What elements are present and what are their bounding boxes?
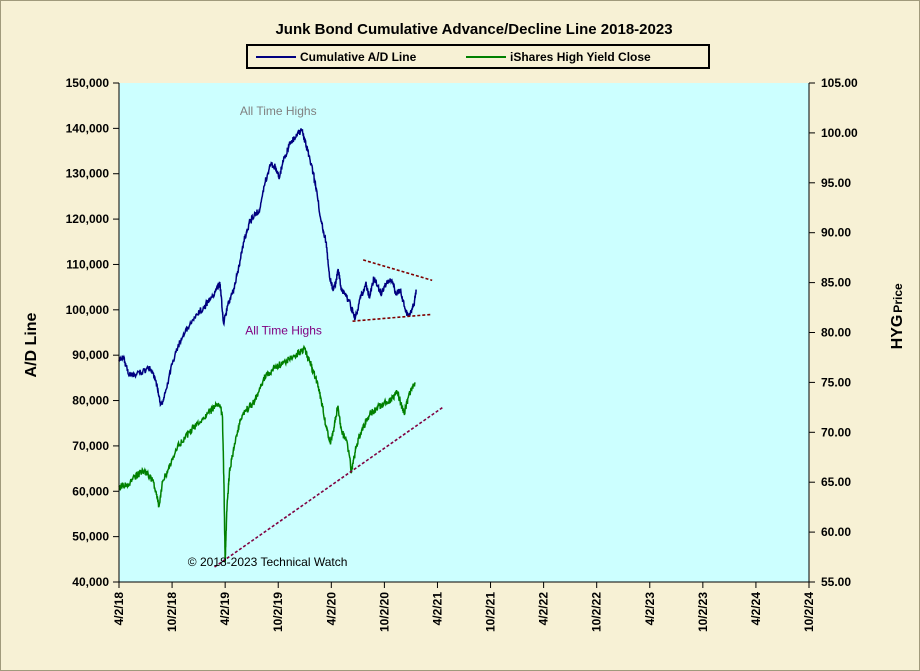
x-axis-ticks: 4/2/18 10/2/18 4/2/19 10/2/19 4/2/20 10/2/20 4… [112,582,816,632]
hyg-support-trend [214,406,444,568]
right-axis-title-sub: Price [891,283,905,313]
x-tick-label: 10/2/20 [377,592,391,632]
right-tick-label: 65.00 [821,475,851,489]
right-tick-label: 80.00 [821,326,851,340]
x-tick-label: 10/2/21 [484,592,498,632]
left-tick-label: 150,000 [66,76,110,90]
legend-label-ad: Cumulative A/D Line [300,50,417,64]
left-tick-label: 40,000 [72,575,109,589]
left-axis-ticks: 40,000 50,000 60,000 70,000 80,000 90,000 100,… [66,76,119,589]
ad-lower-trend [352,313,433,322]
annotation-all-time-highs: All Time Highs [240,104,317,118]
right-tick-label: 95.00 [821,176,851,190]
series-hyg-line [118,344,416,563]
left-axis-title: A/D Line [23,312,40,377]
right-tick-label: 85.00 [821,276,851,290]
right-axis-title: HYG Price [889,283,906,349]
legend: Cumulative A/D Line iShares High Yield C… [246,44,710,69]
x-tick-label: 10/2/23 [696,592,710,632]
left-tick-label: 130,000 [66,167,110,181]
left-tick-label: 100,000 [66,303,110,317]
x-tick-label: 10/2/18 [165,592,179,632]
right-tick-label: 90.00 [821,226,851,240]
x-tick-label: 10/2/19 [271,592,285,632]
left-tick-label: 50,000 [72,530,109,544]
left-tick-label: 60,000 [72,484,109,498]
annotation-layer: All Time Highs All Time Highs © 2018-2023 … [188,104,348,569]
right-tick-label: 105.00 [821,76,858,90]
x-tick-label: 4/2/22 [537,592,551,626]
left-tick-label: 70,000 [72,439,109,453]
x-tick-label: 4/2/19 [218,592,232,626]
right-tick-label: 70.00 [821,425,851,439]
right-tick-label: 55.00 [821,575,851,589]
plot-area [119,83,809,582]
legend-label-hyg: iShares High Yield Close [510,50,651,64]
series-ad-line [118,128,417,408]
right-tick-label: 75.00 [821,375,851,389]
right-tick-label: 100.00 [821,126,858,140]
right-axis-title-main: HYG [889,315,906,350]
annotation-all-time-highs: All Time Highs [245,323,322,337]
right-axis-ticks: 55.00 60.00 65.00 70.00 75.00 80.00 85.00 90.00… [809,76,858,589]
left-tick-label: 80,000 [72,394,109,408]
x-tick-label: 4/2/23 [643,592,657,626]
series-layer [118,128,417,563]
right-tick-label: 60.00 [821,525,851,539]
x-tick-label: 10/2/22 [590,592,604,632]
x-tick-label: 10/2/24 [802,592,816,632]
x-tick-label: 4/2/21 [430,592,444,626]
left-tick-label: 140,000 [66,121,110,135]
left-tick-label: 120,000 [66,212,110,226]
x-tick-label: 4/2/18 [112,592,126,626]
left-tick-label: 110,000 [66,257,109,271]
left-tick-label: 90,000 [72,348,109,362]
copyright-note: © 2018-2023 Technical Watch [188,555,348,569]
x-tick-label: 4/2/24 [749,592,763,626]
trendline-layer [214,259,444,568]
x-tick-label: 4/2/20 [324,592,338,626]
chart-title: Junk Bond Cumulative Advance/Decline Lin… [275,21,672,38]
ad-upper-trend [362,259,433,282]
